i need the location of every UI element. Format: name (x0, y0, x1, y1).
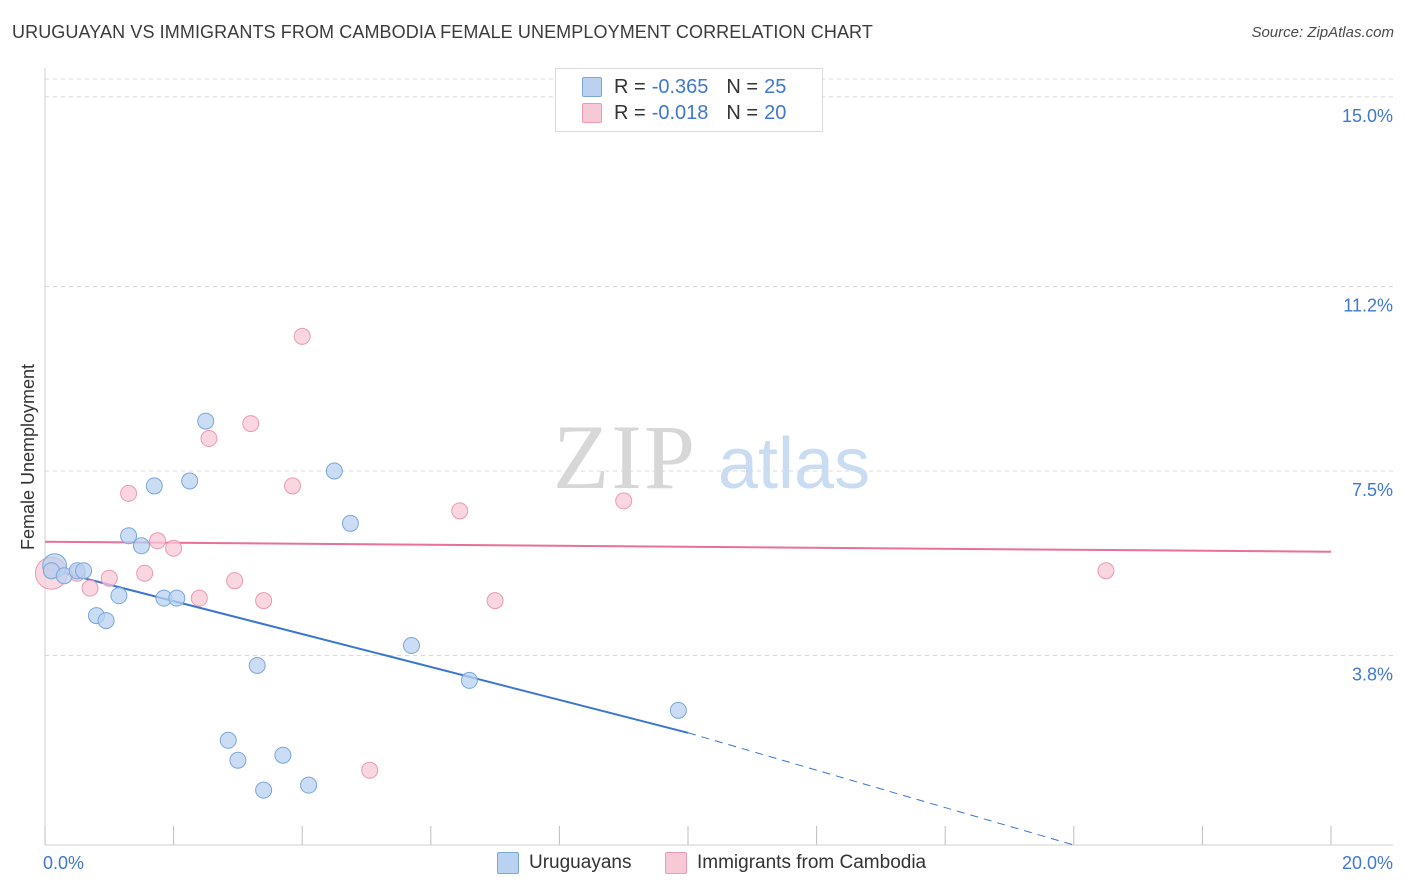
legend-r-value: -0.365 (651, 75, 709, 98)
point-uruguayans (219, 731, 237, 749)
legend-row-cambodia: R = -0.018 N = 20 (582, 101, 786, 125)
points-layer (34, 327, 1115, 799)
point-cambodia (615, 492, 633, 510)
point-uruguayans (97, 612, 115, 630)
legend-r-label: R = (614, 75, 646, 98)
y-tick-label: 15.0% (1342, 106, 1393, 126)
point-uruguayans (181, 472, 199, 490)
point-cambodia (284, 477, 302, 495)
source-label: Source: ZipAtlas.com (1251, 24, 1394, 41)
point-cambodia (1097, 562, 1115, 580)
legend-r-label: R = (614, 101, 646, 124)
y-tick-label: 7.5% (1352, 480, 1393, 500)
point-uruguayans (145, 477, 163, 495)
point-cambodia (81, 579, 99, 597)
point-uruguayans (255, 781, 273, 799)
watermark-zip: ZIP (553, 406, 697, 508)
point-uruguayans (669, 701, 687, 719)
point-cambodia (136, 564, 154, 582)
trend-line-uruguayans-extension (687, 732, 1074, 846)
trend-line-uruguayans (44, 567, 689, 734)
trend-line-cambodia (44, 540, 1332, 553)
axis-layer (44, 68, 1393, 846)
point-uruguayans (132, 537, 150, 555)
point-cambodia (255, 592, 273, 610)
legend-n-value: 20 (764, 101, 787, 124)
point-uruguayans (168, 589, 186, 607)
x-tick-label-min: 0.0% (43, 853, 84, 873)
legend-swatch-blue (582, 77, 602, 97)
point-cambodia (451, 502, 469, 520)
y-axis-label: Female Unemployment (18, 364, 38, 550)
point-uruguayans (110, 587, 128, 605)
legend-n-label: N = (726, 75, 759, 98)
correlation-legend: R = -0.365 N = 25 R = -0.018 N = 20 (555, 68, 823, 132)
series-swatch-pink (665, 852, 687, 874)
series-legend-cambodia: Immigrants from Cambodia (665, 852, 926, 874)
series-swatch-blue (497, 852, 519, 874)
point-uruguayans (403, 637, 421, 655)
trend-layer (44, 540, 1332, 846)
point-cambodia (361, 761, 379, 779)
y-tick-label: 3.8% (1352, 664, 1393, 684)
point-uruguayans (341, 514, 359, 532)
x-tick-label-max: 20.0% (1342, 853, 1393, 873)
series-legend-uruguayans: Uruguayans (497, 852, 631, 874)
series-label-cambodia: Immigrants from Cambodia (697, 852, 927, 873)
point-cambodia (100, 569, 118, 587)
point-cambodia (120, 484, 138, 502)
legend-swatch-pink (582, 103, 602, 123)
point-cambodia (486, 592, 504, 610)
series-legend: Uruguayans Immigrants from Cambodia (0, 852, 1406, 876)
legend-row-uruguayans: R = -0.365 N = 25 (582, 75, 786, 99)
point-cambodia (190, 589, 208, 607)
point-uruguayans (75, 562, 93, 580)
point-uruguayans (300, 776, 318, 794)
point-uruguayans (229, 751, 247, 769)
point-cambodia (200, 430, 218, 448)
y-tick-label: 11.2% (1343, 295, 1393, 315)
point-cambodia (293, 327, 311, 345)
legend-n-label: N = (726, 101, 759, 124)
point-uruguayans (325, 462, 343, 480)
point-uruguayans (197, 412, 215, 430)
watermark-atlas: atlas (718, 424, 870, 504)
label-layer: 3.8% 7.5% 11.2% 15.0% 0.0% 20.0% (43, 106, 1393, 873)
legend-n-value: 25 (764, 75, 787, 98)
point-cambodia (226, 572, 244, 590)
point-cambodia (149, 532, 167, 550)
series-label-uruguayans: Uruguayans (529, 852, 632, 873)
point-uruguayans (248, 656, 266, 674)
point-uruguayans (460, 671, 478, 689)
point-uruguayans (274, 746, 292, 764)
point-uruguayans (120, 527, 138, 545)
chart-title: URUGUAYAN VS IMMIGRANTS FROM CAMBODIA FE… (12, 22, 873, 42)
legend-r-value: -0.018 (651, 101, 709, 124)
point-cambodia (165, 539, 183, 557)
grid-layer (45, 78, 1393, 656)
point-cambodia (242, 415, 260, 433)
